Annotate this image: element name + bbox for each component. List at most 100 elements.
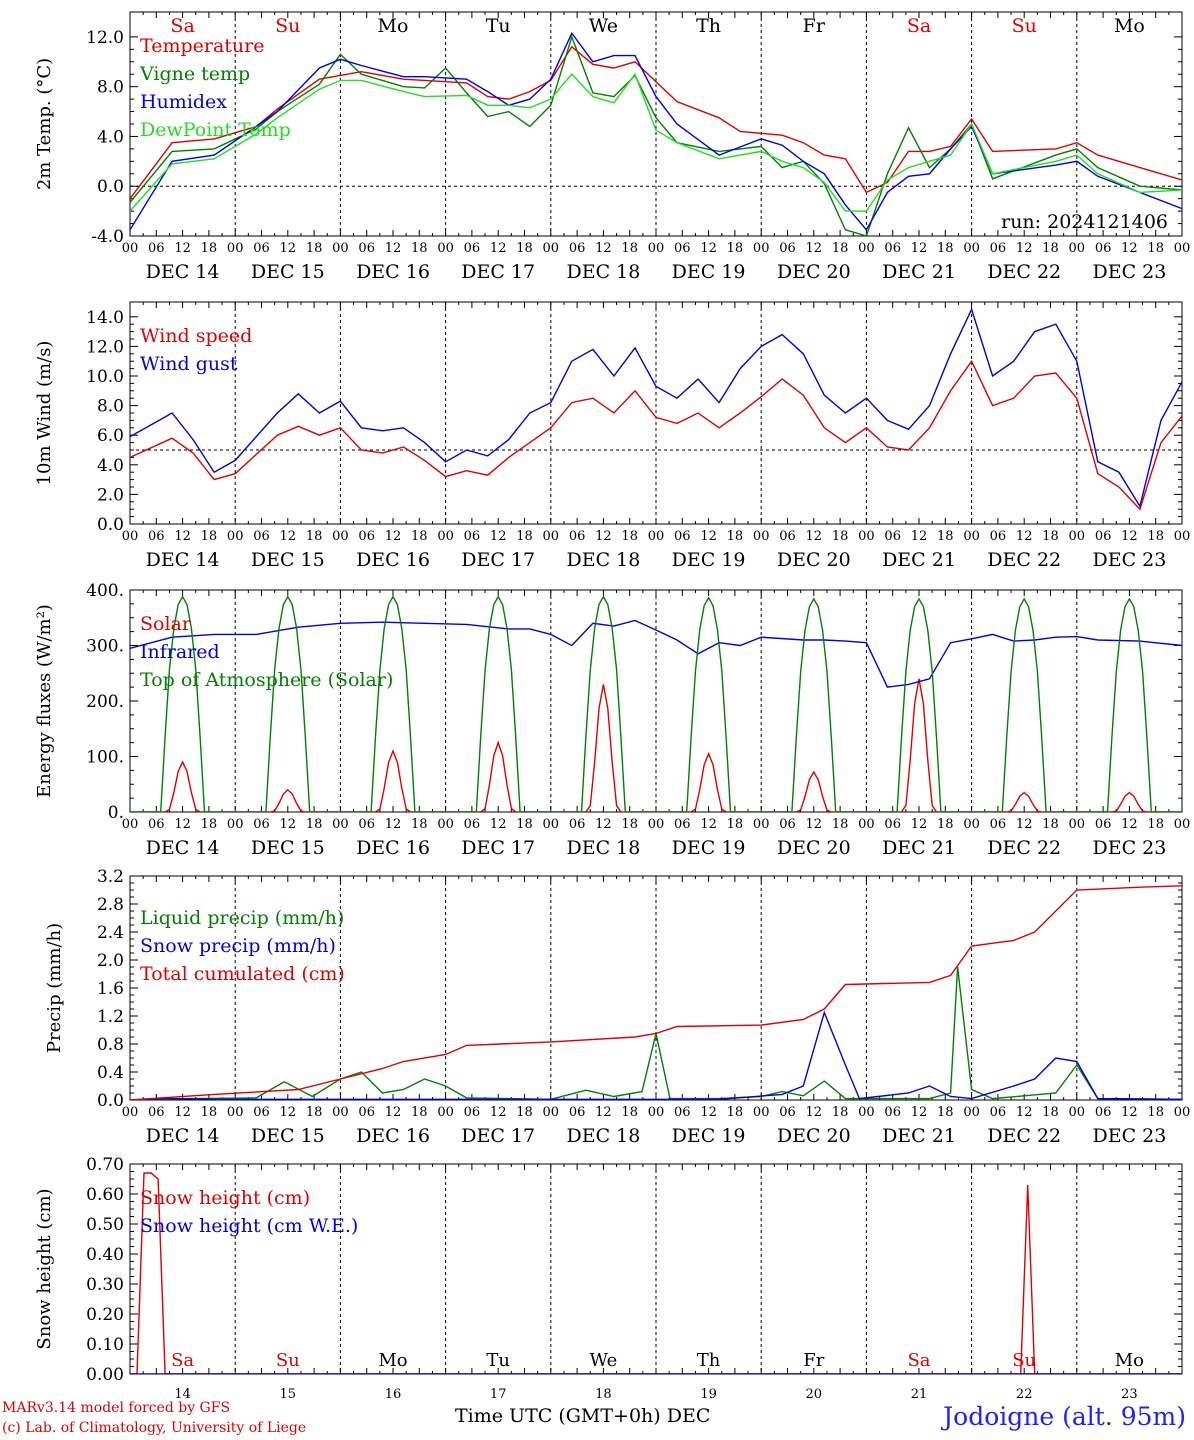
hour-tick-label: 00 — [1069, 529, 1086, 544]
day-label: DEC 22 — [987, 1125, 1061, 1147]
day-number-label: 19 — [700, 1387, 717, 1400]
day-number-label: 14 — [174, 1387, 191, 1400]
hour-tick-label: 00 — [332, 817, 349, 832]
day-label: DEC 19 — [672, 837, 746, 859]
hour-tick-label: 00 — [963, 241, 980, 256]
hour-tick-label: 06 — [674, 817, 691, 832]
hour-tick-label: 12 — [1016, 1105, 1033, 1120]
day-label: DEC 23 — [1092, 1125, 1166, 1147]
y-tick-label: 8.0 — [97, 78, 124, 98]
day-number-label: 16 — [385, 1387, 402, 1400]
hour-tick-label: 06 — [779, 817, 796, 832]
y-tick-label: 0.20 — [86, 1305, 124, 1325]
hour-tick-label: 12 — [806, 241, 823, 256]
hour-tick-label: 12 — [700, 529, 717, 544]
y-axis-label: Energy fluxes (W/m²) — [34, 604, 55, 798]
x-axis-month: DEC — [666, 1405, 711, 1427]
hour-tick-label: 18 — [1147, 817, 1164, 832]
hour-tick-label: 12 — [385, 529, 402, 544]
panel-4: 0.0 0.4 0.8 1.2 1.6 2.0 2.4 2.8 3.2 Precip (mm/h)… — [44, 867, 1190, 1147]
y-tick-label: 0.50 — [86, 1215, 124, 1235]
hour-tick-label: 18 — [832, 1105, 849, 1120]
hour-tick-label: 00 — [437, 1105, 454, 1120]
legend-entry: Wind speed — [140, 325, 252, 347]
series-line-snow-height-cm- — [130, 1172, 1182, 1374]
y-tick-label: 0.30 — [86, 1275, 124, 1295]
y-tick-label: 14.0 — [86, 308, 124, 328]
series-line-total-cumulated-cm- — [130, 885, 1182, 1100]
hour-tick-label: 00 — [648, 241, 665, 256]
y-tick-label: 0.40 — [86, 1245, 124, 1265]
hour-tick-label: 18 — [621, 529, 638, 544]
day-label: DEC 23 — [1092, 549, 1166, 571]
series-line-vigne-temp — [130, 34, 1182, 236]
hour-tick-label: 18 — [411, 817, 428, 832]
hour-tick-label: 12 — [385, 817, 402, 832]
hour-tick-label: 18 — [727, 529, 744, 544]
hour-tick-label: 00 — [858, 1105, 875, 1120]
y-tick-label: 8.0 — [97, 397, 124, 417]
panel-3: 0. 100. 200. 300. 400. Energy fluxes (W/m²) So… — [34, 581, 1190, 859]
weekday-label: Th — [696, 15, 721, 37]
hour-tick-label: 00 — [648, 529, 665, 544]
hour-tick-label: 06 — [1095, 241, 1112, 256]
series-line-temperature — [130, 45, 1182, 200]
hour-tick-label: 06 — [1095, 817, 1112, 832]
hour-tick-label: 18 — [1042, 817, 1059, 832]
y-tick-label: 400. — [86, 581, 124, 601]
hour-tick-label: 06 — [1095, 1105, 1112, 1120]
hour-tick-label: 06 — [253, 1105, 270, 1120]
hour-tick-label: 00 — [1069, 817, 1086, 832]
hour-tick-label: 06 — [779, 1105, 796, 1120]
y-tick-label: 4.0 — [97, 127, 124, 147]
hour-tick-label: 12 — [911, 817, 928, 832]
day-label: DEC 16 — [356, 1125, 430, 1147]
hour-tick-label: 00 — [122, 529, 139, 544]
day-number-label: 23 — [1121, 1387, 1138, 1400]
hour-tick-label: 00 — [332, 241, 349, 256]
hour-tick-label: 06 — [253, 529, 270, 544]
legend-entry: Liquid precip (mm/h) — [140, 907, 344, 929]
hour-tick-label: 00 — [963, 1105, 980, 1120]
hour-tick-label: 06 — [779, 529, 796, 544]
weekday-label: Fr — [803, 1350, 824, 1371]
hour-tick-label: 12 — [174, 241, 191, 256]
hour-tick-label: 12 — [700, 241, 717, 256]
weekday-label: Sa — [171, 1350, 194, 1371]
weekday-label: Th — [697, 1350, 721, 1371]
y-tick-label: 0. — [108, 803, 124, 823]
y-tick-label: 100. — [86, 748, 124, 768]
hour-tick-label: 18 — [621, 1105, 638, 1120]
y-tick-label: 0.60 — [86, 1185, 124, 1205]
y-tick-label: 200. — [86, 692, 124, 712]
weekday-label: Su — [1012, 1350, 1036, 1371]
hour-tick-label: 12 — [1016, 817, 1033, 832]
hour-tick-label: 18 — [516, 529, 533, 544]
hour-tick-label: 18 — [201, 1105, 218, 1120]
hour-tick-label: 12 — [806, 817, 823, 832]
hour-tick-label: 12 — [490, 241, 507, 256]
hour-tick-label: 00 — [227, 529, 244, 544]
hour-tick-label: 06 — [990, 1105, 1007, 1120]
day-label: DEC 14 — [146, 1125, 220, 1147]
hour-tick-label: 00 — [543, 1105, 560, 1120]
hour-tick-label: 12 — [1016, 241, 1033, 256]
hour-tick-label: 00 — [753, 1105, 770, 1120]
hour-tick-label: 12 — [1121, 817, 1138, 832]
panel-1: -4.0 0.0 4.0 8.0 12.0 2m Temp. (°C) Temperatur… — [34, 11, 1190, 283]
y-tick-label: 2.0 — [97, 951, 124, 971]
weekday-label: Mo — [378, 15, 409, 37]
day-label: DEC 20 — [777, 261, 851, 283]
hour-tick-label: 12 — [385, 241, 402, 256]
hour-tick-label: 06 — [884, 241, 901, 256]
y-tick-label: 12.0 — [86, 28, 124, 48]
hour-tick-label: 18 — [727, 241, 744, 256]
panel-2: 0.0 2.0 4.0 6.0 8.0 10.0 12.0 14.0 10m Wind (m/s… — [34, 301, 1190, 571]
hour-tick-label: 00 — [963, 529, 980, 544]
legend-entry: Solar — [140, 613, 192, 635]
weekday-label: Su — [1012, 15, 1037, 37]
day-label: DEC 19 — [672, 1125, 746, 1147]
legend-entry: Humidex — [140, 91, 227, 113]
station-name: Jodoigne (alt. 95m) — [943, 1402, 1186, 1431]
hour-tick-label: 00 — [227, 817, 244, 832]
